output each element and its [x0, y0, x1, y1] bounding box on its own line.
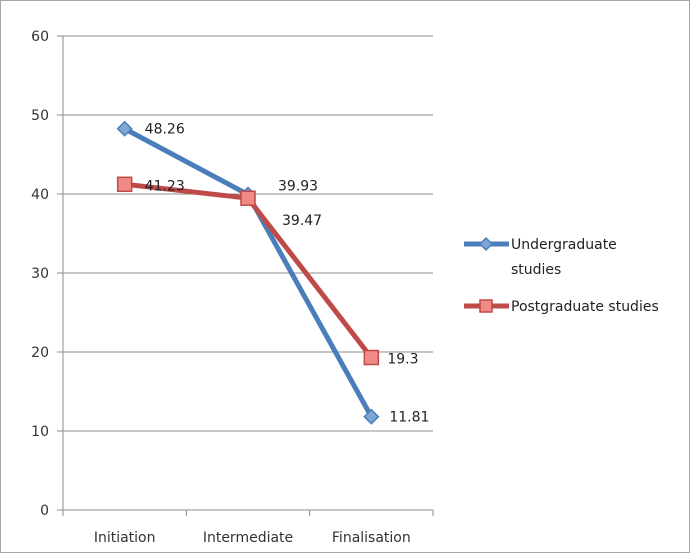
postgraduate-studies-line	[122, 181, 374, 361]
postgraduate-studies-data-label-2: 19.3	[387, 352, 418, 368]
undergraduate-studies-marker-0	[116, 120, 133, 137]
undergraduate-studies-legend-label-1: studies	[511, 262, 561, 278]
y-tick-label-10: 10	[31, 424, 49, 440]
x-tick-label-initiation: Initiation	[94, 530, 156, 546]
undergraduate-studies-data-label-0: 48.26	[145, 122, 185, 138]
y-tick-label-0: 0	[40, 503, 49, 519]
x-tick-label-finalisation: Finalisation	[332, 530, 411, 546]
legend: Undergraduate studies Postgraduate studies	[464, 236, 659, 315]
series-markers	[116, 120, 380, 425]
postgraduate-studies-data-label-1: 39.47	[282, 213, 322, 229]
undergraduate-studies-marker-2	[363, 408, 380, 425]
x-tick-label-intermediate: Intermediate	[203, 530, 293, 546]
undergraduate-studies-data-label-2: 11.81	[389, 410, 429, 426]
postgraduate-studies-marker-0	[116, 176, 133, 193]
y-tick-label-50: 50	[31, 108, 49, 124]
data-labels: 48.26 39.93 11.81 41.23 39.47 19.3	[145, 122, 430, 426]
undergraduate-studies-data-label-1: 39.93	[278, 179, 318, 195]
gridlines	[63, 35, 433, 432]
y-tick-label-60: 60	[31, 29, 49, 45]
postgraduate-studies-marker-1	[240, 190, 256, 206]
undergraduate-studies-legend-label-0: Undergraduate	[511, 237, 617, 253]
postgraduate-studies-data-label-0: 41.23	[145, 178, 185, 194]
y-tick-label-40: 40	[31, 187, 49, 203]
y-tick-label-30: 30	[31, 266, 49, 282]
axes: 0 10 20 30 40 50 60 Initiation Intermediate Final…	[31, 29, 434, 546]
postgraduate-studies-marker-2	[363, 349, 380, 366]
y-tick-label-20: 20	[31, 345, 49, 361]
undergraduate-studies-legend-marker	[478, 236, 494, 252]
postgraduate-studies-legend-label: Postgraduate studies	[511, 299, 659, 315]
postgraduate-studies-legend-marker	[479, 299, 493, 313]
